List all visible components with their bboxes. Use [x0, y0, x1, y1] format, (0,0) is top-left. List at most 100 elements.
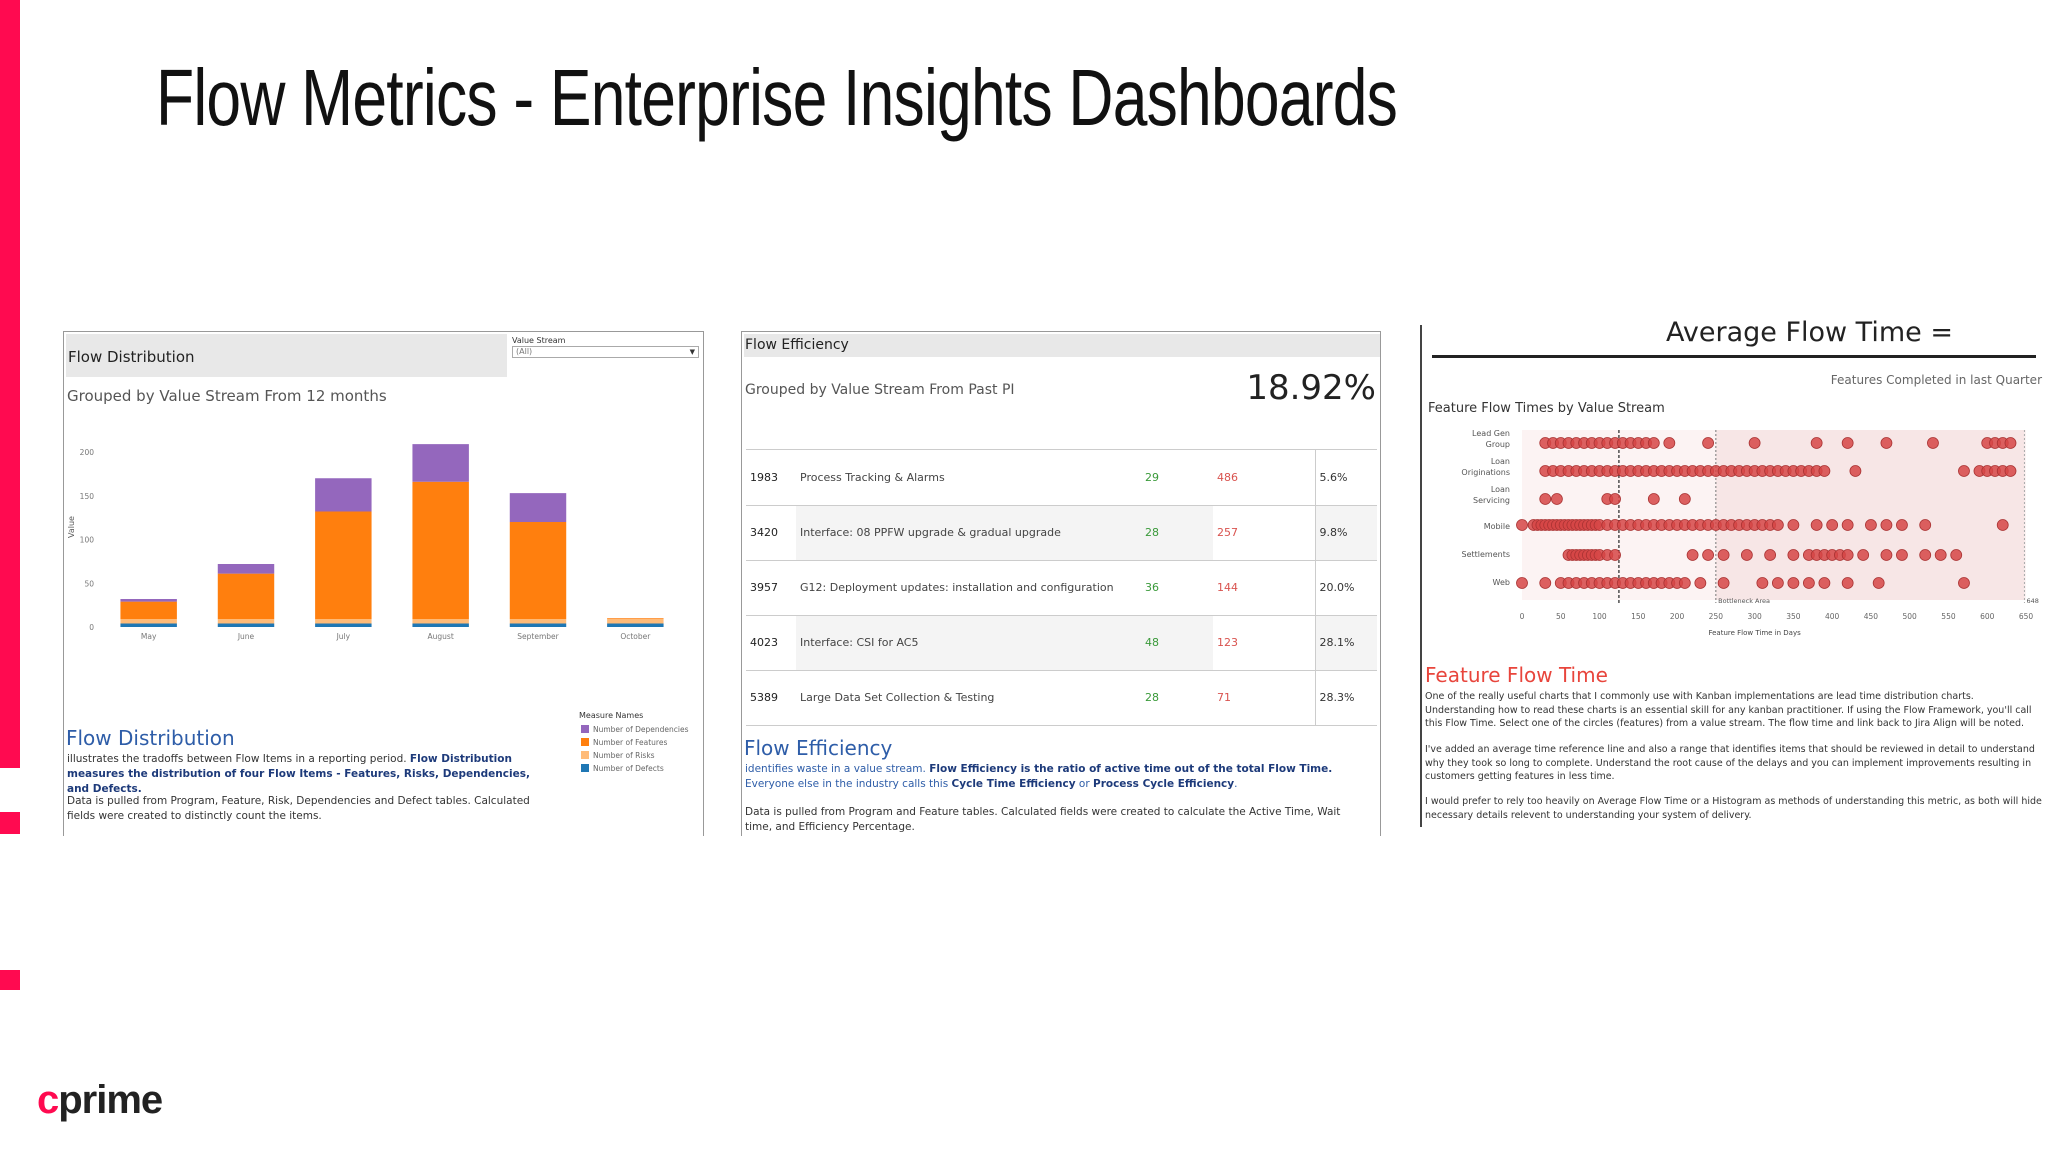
table-row[interactable]: 4023 Interface: CSI for AC5 48 123 28.1% [746, 615, 1377, 671]
x-tick-label: 600 [1980, 612, 1995, 621]
legend-label: Number of Features [593, 738, 668, 747]
legend-item: Number of Defects [581, 762, 689, 775]
flow-efficiency-kpi: 18.92% [1246, 368, 1376, 408]
feature-dot [1857, 549, 1870, 561]
table-row[interactable]: 3420 Interface: 08 PPFW upgrade & gradual… [746, 505, 1377, 561]
filter-value: (All) [516, 347, 533, 356]
stream-label: Group [1486, 440, 1510, 449]
value-stream-filter[interactable]: (All) ▼ [512, 346, 699, 358]
bar-segment [315, 623, 372, 627]
bar-segment [217, 573, 275, 620]
bar-segment [412, 619, 469, 624]
feature-dot [1678, 493, 1691, 505]
x-tick-label: 250 [1709, 612, 1724, 621]
feature-dot [1865, 519, 1877, 531]
bar-segment [217, 623, 275, 627]
bar-segment [315, 478, 372, 512]
feature-dot [1678, 577, 1691, 589]
feature-dot [1787, 519, 1800, 531]
table-row[interactable]: 3957 G12: Deployment updates: installatio… [746, 560, 1377, 616]
row-efficiency: 5.6% [1314, 450, 1377, 506]
desc-text: illustrates the tradoffs between Flow It… [67, 753, 407, 765]
y-tick-label: 50 [84, 579, 94, 588]
feature-dot [1818, 577, 1831, 589]
bar-segment [217, 619, 275, 624]
row-active-time: 28 [1141, 505, 1213, 561]
row-name: Interface: CSI for AC5 [796, 615, 1141, 671]
table-row[interactable]: 5389 Large Data Set Collection & Testing 2… [746, 670, 1377, 726]
cycle-time-efficiency-link[interactable]: Cycle Time Efficiency [951, 778, 1076, 790]
flow-distribution-chart: Value 0 50 100 150 200 May June July August Septem… [67, 444, 664, 641]
x-axis-label: Feature Flow Time in Days [1708, 629, 1801, 637]
feature-dot [1702, 549, 1714, 561]
feature-dot [1849, 465, 1862, 477]
panel-data-note: Data is pulled from Program and Feature … [745, 806, 1341, 833]
x-tick-label: October [620, 632, 651, 641]
x-tick-label: August [428, 632, 454, 641]
x-tick-label: 0 [1520, 612, 1525, 621]
y-tick-label: 150 [80, 492, 95, 501]
table-row[interactable]: 1983 Process Tracking & Alarms 29 486 5.6% [746, 450, 1377, 506]
row-name: Process Tracking & Alarms [796, 450, 1141, 506]
chevron-down-icon: ▼ [689, 348, 695, 356]
accent-bar-low [0, 970, 20, 990]
panel-header-bg [66, 334, 507, 377]
feature-dot [1694, 577, 1707, 589]
accent-bar-top [0, 0, 20, 768]
completed-label: Features Completed in last Quarter [1830, 373, 2042, 387]
feature-dot [1810, 519, 1823, 531]
feature-dot [1647, 437, 1660, 449]
feature-dot [1787, 549, 1800, 561]
feature-dot [1609, 549, 1621, 561]
x-tick-label: July [336, 632, 351, 641]
x-tick-label: 650 [2019, 612, 2034, 621]
stream-label: Mobile [1484, 522, 1510, 531]
chart-legend: Number of Dependencies Number of Features… [581, 723, 689, 775]
x-tick-label: 400 [1825, 612, 1840, 621]
x-tick-label: 550 [1941, 612, 1956, 621]
panel-heading: Flow Efficiency [744, 736, 893, 760]
row-efficiency: 9.8% [1314, 505, 1377, 561]
x-tick-label: September [517, 632, 559, 641]
panel-subtitle: Grouped by Value Stream From Past PI [745, 382, 1015, 398]
feature-dot [1996, 519, 2009, 531]
row-active-time: 36 [1141, 560, 1213, 616]
feature-dot [1958, 577, 1970, 589]
logo-prime: prime [58, 1078, 163, 1122]
row-wait-time: 257 [1213, 505, 1315, 561]
panel-description-3: I would prefer to rely too heavily on Av… [1425, 796, 2042, 821]
feature-dot [1818, 465, 1831, 477]
feature-dot [1771, 577, 1784, 589]
table-top-border [746, 449, 1377, 450]
row-name: G12: Deployment updates: installation an… [796, 560, 1141, 616]
bar-segment [509, 522, 567, 620]
x-tick-label: 350 [1786, 612, 1801, 621]
stream-label: Loan [1491, 457, 1510, 466]
bar-segment [607, 618, 664, 620]
stream-label: Servicing [1473, 496, 1510, 505]
y-axis-label: Value [67, 516, 76, 538]
stream-label: Settlements [1461, 550, 1510, 559]
bar-segment [120, 601, 177, 620]
x-tick-label: 100 [1592, 612, 1607, 621]
stream-label: Originations [1461, 468, 1510, 477]
feature-dot [1702, 437, 1714, 449]
bar-segment [412, 444, 469, 482]
panel-header-bg [744, 334, 1380, 357]
row-id: 5389 [746, 670, 796, 726]
panel-heading: Flow Distribution [66, 726, 235, 750]
feature-dot [1647, 493, 1660, 505]
row-active-time: 29 [1141, 450, 1213, 506]
row-id: 1983 [746, 450, 796, 506]
bar-segment [509, 619, 567, 624]
feature-dot [1717, 549, 1730, 561]
legend-label: Number of Risks [593, 751, 655, 760]
legend-item: Number of Risks [581, 749, 689, 762]
row-wait-time: 486 [1213, 450, 1315, 506]
feature-dot [1771, 519, 1784, 531]
feature-dot [1896, 549, 1908, 561]
row-wait-time: 71 [1213, 670, 1315, 726]
process-cycle-efficiency-link[interactable]: Process Cycle Efficiency [1093, 778, 1235, 790]
legend-swatch [581, 764, 589, 772]
feature-dot [1740, 549, 1753, 561]
